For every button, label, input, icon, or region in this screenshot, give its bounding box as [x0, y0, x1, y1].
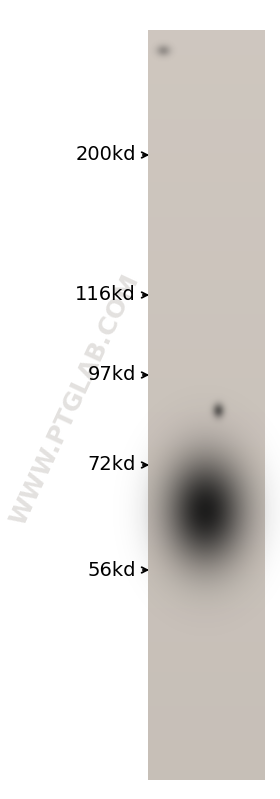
Text: WWW.PTGLAB.COM: WWW.PTGLAB.COM — [6, 271, 144, 529]
Text: 56kd: 56kd — [87, 561, 136, 579]
Text: 200kd: 200kd — [76, 145, 136, 165]
Text: 97kd: 97kd — [88, 365, 136, 384]
Text: 116kd: 116kd — [75, 285, 136, 304]
Text: 72kd: 72kd — [88, 455, 136, 475]
